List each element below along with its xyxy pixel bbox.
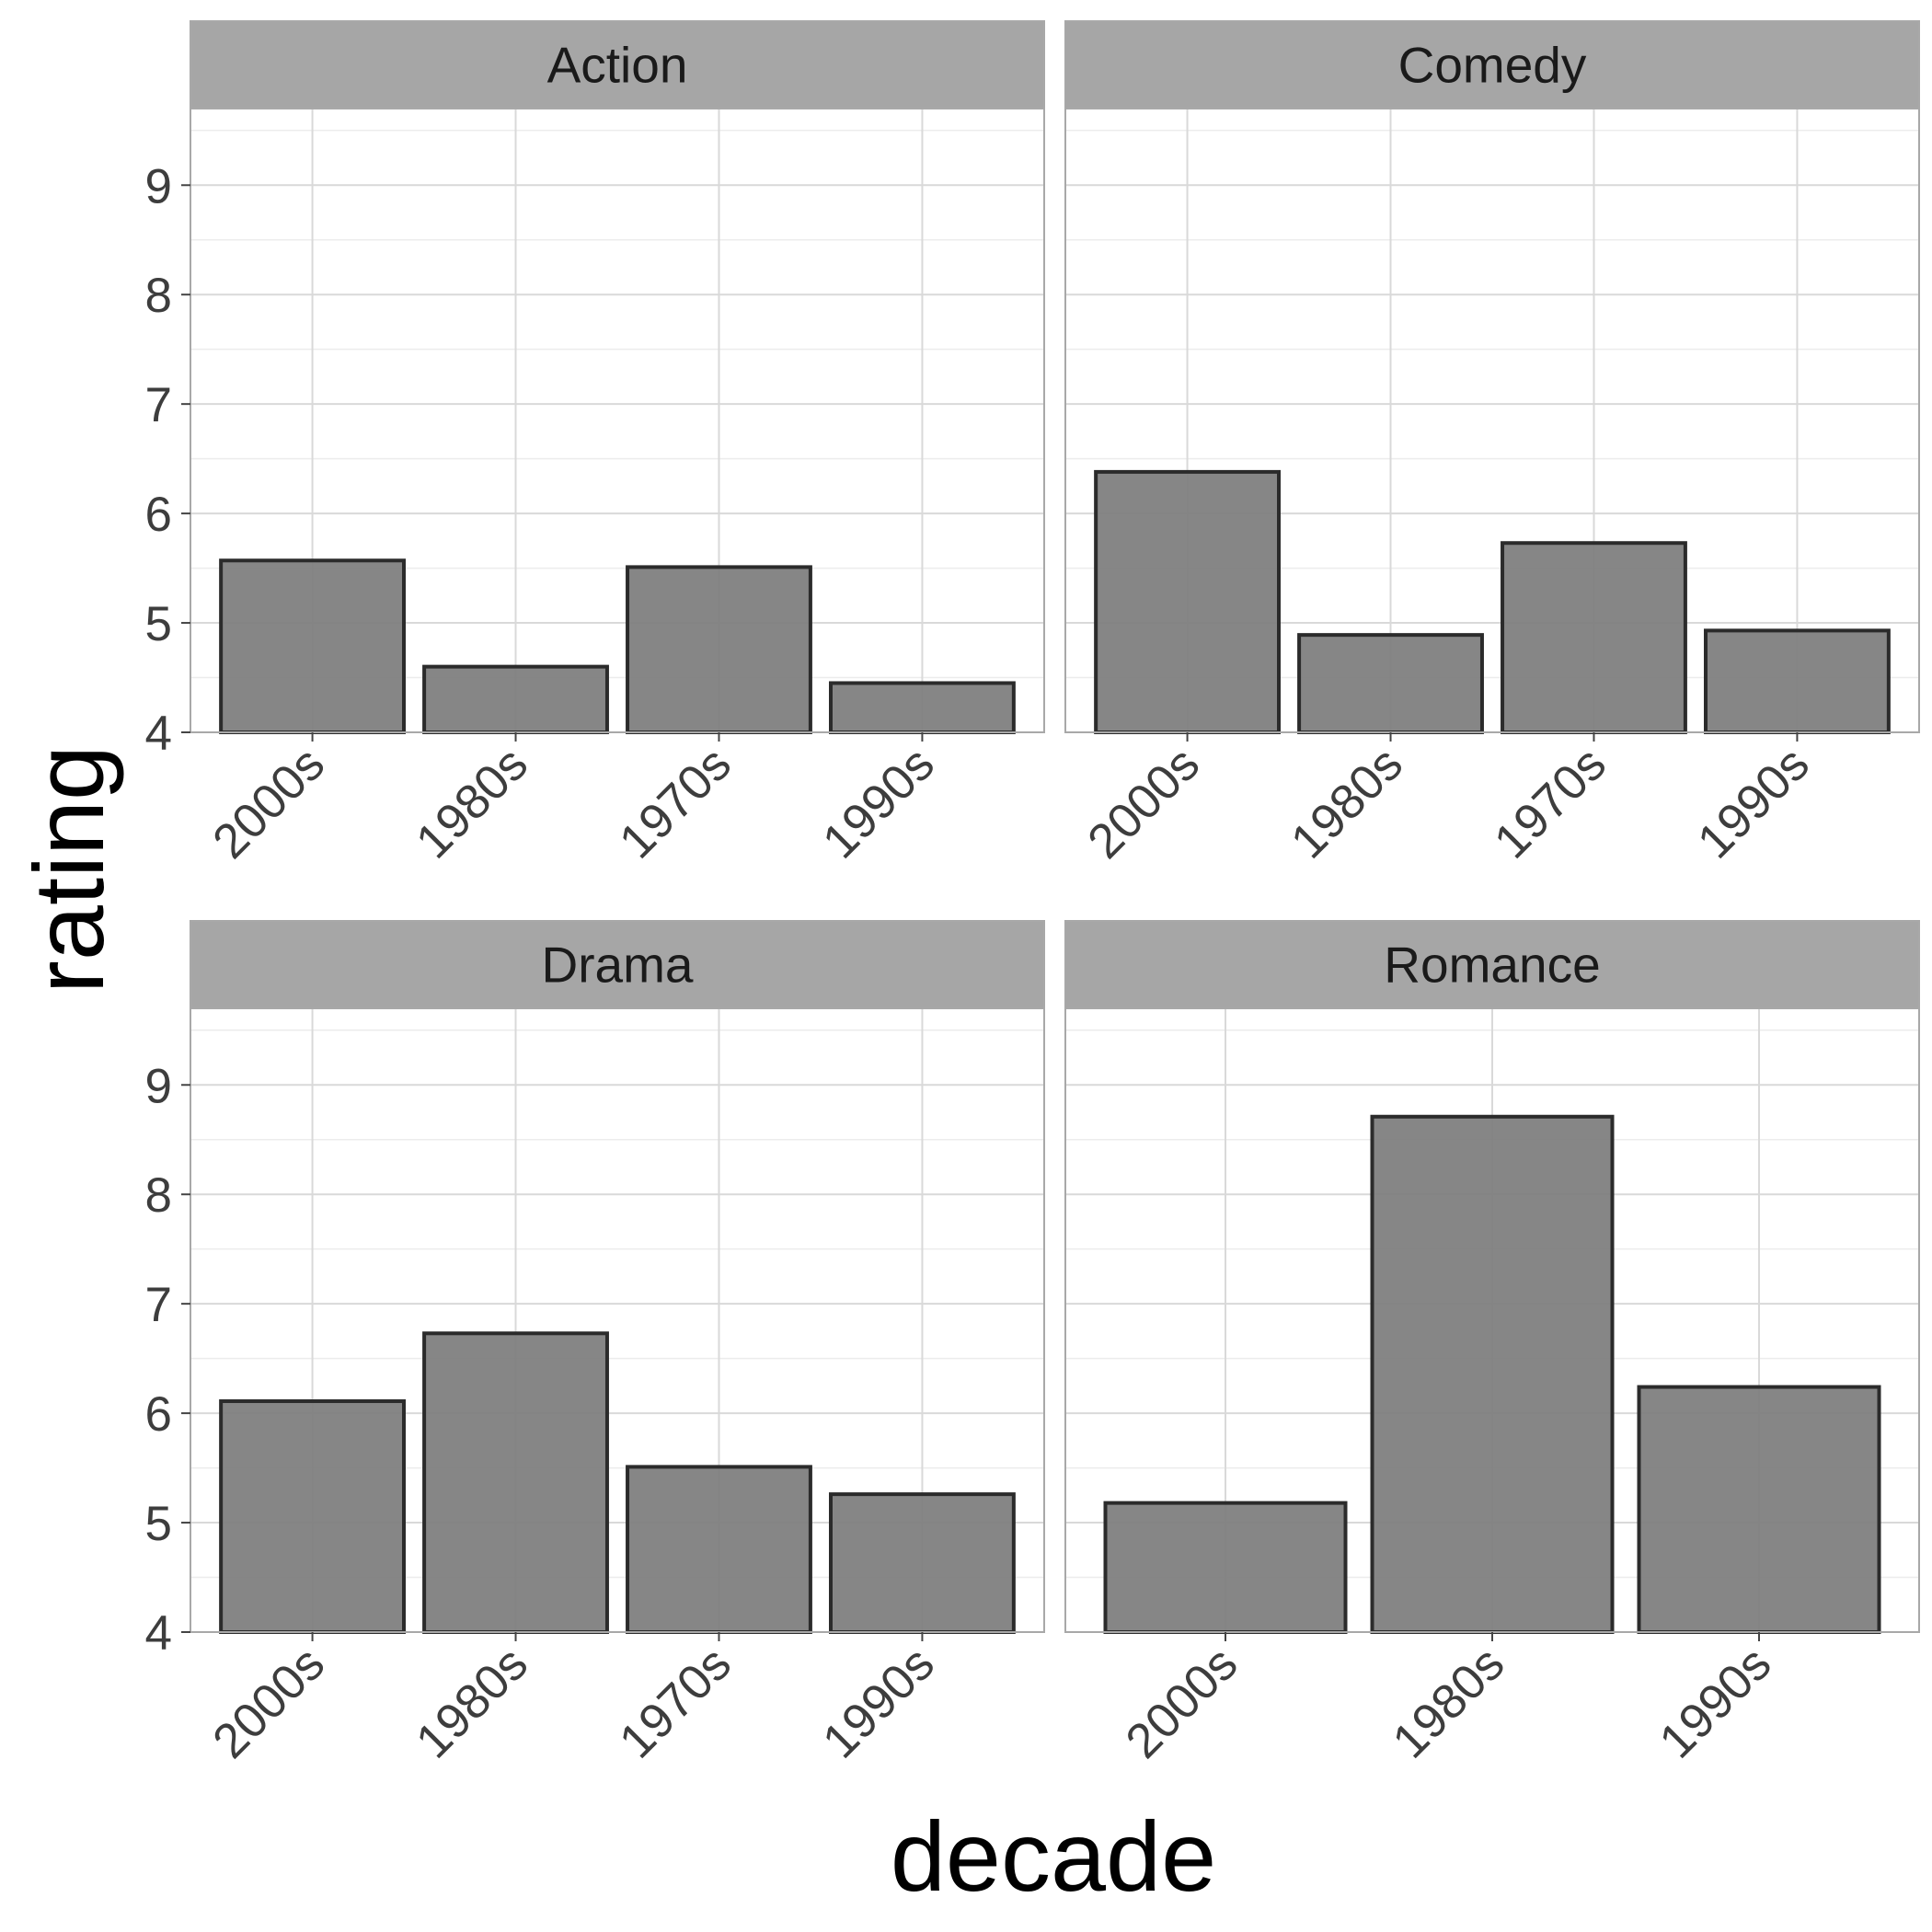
y-tick-label: 4 [145,707,172,761]
x-tick-label: 1980s [1281,737,1413,869]
x-tick-label: 1990s [1650,1637,1782,1769]
y-tick-label: 7 [145,378,172,432]
bar-romance-1990s [1637,1385,1881,1634]
x-tick-label: 2000s [1077,737,1210,869]
y-tick-label: 5 [145,1497,172,1551]
y-tick-label: 9 [145,1059,172,1113]
x-tick-label: 1970s [609,737,742,869]
bar-action-2000s [219,558,406,734]
bar-drama-1970s [626,1465,812,1635]
bar-comedy-1980s [1297,633,1484,734]
y-tick-label: 8 [145,1168,172,1223]
bar-romance-2000s [1103,1501,1348,1634]
x-tick-label: 1990s [812,1637,945,1769]
y-tick-label: 6 [145,1387,172,1442]
x-tick-label: 1970s [609,1637,742,1769]
facet-drama: Drama 4 5 6 7 8 9 2000s 1980s 1970s 1990s [145,920,1045,1769]
bar-drama-1990s [829,1492,1016,1635]
bar-comedy-2000s [1094,469,1281,734]
x-tick-label: 1990s [812,737,945,869]
facet-strip [190,20,1045,109]
facet-strip-label: Romance [1384,937,1600,994]
x-tick-label: 2000s [1116,1637,1248,1769]
x-tick-label: 1980s [1383,1637,1515,1769]
bar-action-1970s [626,565,812,734]
x-tick-label: 1970s [1484,737,1616,869]
y-tick-label: 8 [145,269,172,323]
facet-strip-label: Comedy [1398,37,1587,94]
x-tick-label: 2000s [202,737,335,869]
facet-action: Action 4 5 6 7 8 9 2000s 1980s 1970s 1990s [145,20,1045,869]
y-tick-label: 5 [145,597,172,651]
y-tick-label: 9 [145,159,172,213]
facet-strip [1064,920,1920,1009]
x-tick-label: 1980s [406,737,538,869]
bar-action-1980s [422,664,609,735]
x-axis-title: decade [891,1800,1216,1912]
facet-strip [190,920,1045,1009]
y-axis-title: rating [13,745,124,994]
y-tick-label: 7 [145,1278,172,1332]
x-tick-label: 1990s [1687,737,1820,869]
x-tick-label: 2000s [202,1637,335,1769]
bar-action-1990s [829,681,1016,735]
facet-comedy: Comedy 2000s 1980s 1970s 1990s [1064,20,1920,869]
facet-strip [1064,20,1920,109]
bar-comedy-1990s [1704,628,1891,735]
bar-comedy-1970s [1501,541,1687,735]
y-tick-label: 4 [145,1606,172,1661]
facet-strip-label: Drama [541,937,693,994]
bar-drama-1980s [422,1331,609,1634]
facet-strip-label: Action [547,37,688,94]
bar-drama-2000s [219,1399,406,1634]
x-tick-label: 1980s [406,1637,538,1769]
bar-romance-1980s [1370,1114,1615,1635]
facet-romance: Romance 2000s 1980s 1990s [1064,920,1920,1769]
facet-panels: Action 4 5 6 7 8 9 2000s 1980s 1970s 1990s Comedy 20… [145,20,1920,1769]
y-tick-label: 6 [145,488,172,542]
